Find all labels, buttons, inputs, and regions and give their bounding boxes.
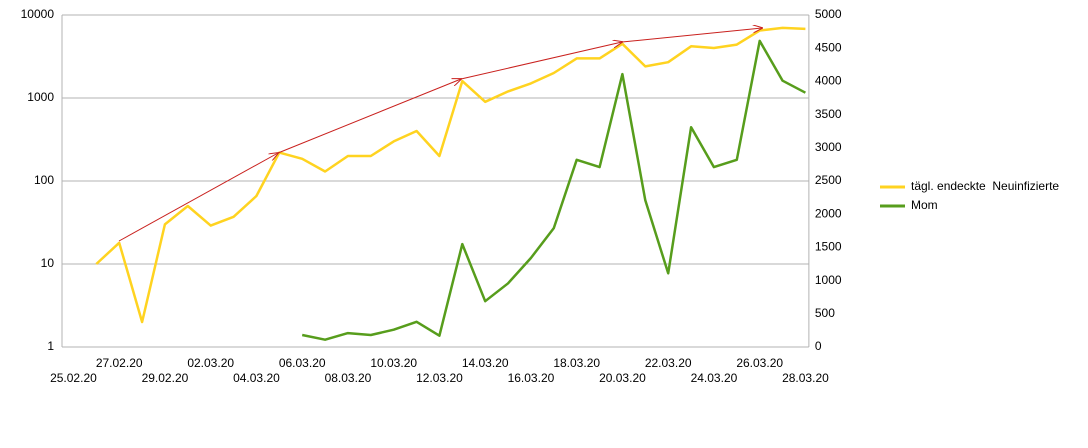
x-tick-label: 10.03.20 [370,356,417,370]
y2-tick-label: 0 [815,339,822,353]
y2-tick-label: 4500 [815,40,842,54]
x-tick-label: 16.03.20 [508,371,555,385]
x-tick-label: 25.02.20 [50,371,97,385]
y-tick-label: 10 [41,256,55,270]
y-tick-label: 1 [47,339,54,353]
series-line [301,39,806,341]
x-tick-label: 27.02.20 [96,356,143,370]
y2-tick-label: 1000 [815,273,842,287]
y2-tick-label: 1500 [815,240,842,254]
x-tick-label: 20.03.20 [599,371,646,385]
y2-tick-label: 3000 [815,140,842,154]
x-tick-label: 28.03.20 [782,371,829,385]
x-tick-label: 22.03.20 [645,356,692,370]
legend-label: Mom [911,198,938,212]
y2-tick-label: 2500 [815,173,842,187]
x-tick-label: 02.03.20 [187,356,234,370]
x-tick-label: 26.03.20 [736,356,783,370]
x-tick-label: 29.02.20 [142,371,189,385]
x-tick-label: 04.03.20 [233,371,280,385]
y2-tick-label: 5000 [815,7,842,21]
x-tick-label: 14.03.20 [462,356,509,370]
y-tick-label: 10000 [21,7,55,21]
annotation-arrows [118,28,762,242]
x-tick-label: 06.03.20 [279,356,326,370]
y2-tick-label: 2000 [815,206,842,220]
y-tick-label: 1000 [27,90,54,104]
arrow [277,79,461,154]
x-tick-label: 08.03.20 [325,371,372,385]
series-line [95,26,806,324]
x-tick-label: 18.03.20 [553,356,600,370]
y-tick-label: 100 [34,173,54,187]
y2-tick-label: 3500 [815,107,842,121]
arrow [621,28,762,43]
x-tick-label: 24.03.20 [691,371,738,385]
x-tick-label: 12.03.20 [416,371,463,385]
y2-tick-label: 4000 [815,74,842,88]
y2-tick-label: 500 [815,306,835,320]
legend-label: tägl. endeckte Neuinfizierte [911,179,1059,193]
arrow [460,42,622,80]
arrow [118,153,278,242]
